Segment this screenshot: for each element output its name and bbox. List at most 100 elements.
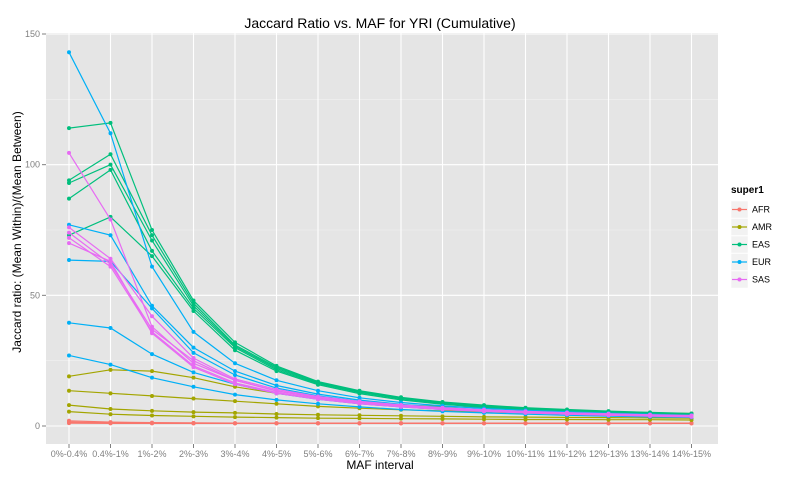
legend-title: super1 — [731, 185, 764, 196]
series-line-afr — [68, 420, 692, 424]
data-point — [67, 230, 71, 235]
x-tick-label: 11%-12% — [548, 449, 586, 459]
x-tick-label: 10%-11% — [506, 449, 544, 459]
data-point — [316, 397, 320, 402]
plot-panel — [46, 33, 718, 444]
data-point — [150, 233, 154, 238]
data-point — [150, 248, 154, 253]
series-line-eur — [68, 52, 692, 416]
x-tick-label: 0.4%-1% — [92, 449, 129, 459]
data-point — [399, 404, 403, 409]
data-point — [316, 401, 320, 406]
y-tick-label: 100 — [25, 160, 40, 170]
data-point — [357, 404, 362, 409]
data-point — [523, 410, 528, 415]
data-point — [316, 416, 320, 421]
data-point — [150, 228, 154, 232]
data-point — [67, 258, 71, 263]
data-point — [108, 326, 113, 330]
data-point — [274, 391, 279, 396]
data-point — [108, 131, 113, 136]
legend-item-sas: SAS — [730, 270, 770, 289]
data-point — [357, 401, 362, 406]
legend-label: AFR — [752, 205, 771, 215]
data-point — [191, 309, 196, 314]
data-point — [357, 421, 362, 426]
data-point — [191, 410, 196, 415]
data-point — [606, 413, 611, 418]
data-point — [233, 361, 237, 366]
data-point — [150, 375, 154, 380]
legend-item-eur: EUR — [730, 253, 772, 271]
x-tick-label: 8%-9% — [428, 449, 457, 459]
data-point — [274, 397, 279, 402]
data-point — [67, 353, 71, 358]
data-point — [565, 421, 569, 426]
data-point — [648, 417, 652, 422]
data-point — [523, 417, 528, 422]
data-point — [233, 399, 237, 404]
data-point — [191, 375, 196, 380]
legend-item-eas: EAS — [730, 235, 770, 254]
data-point — [648, 421, 652, 426]
data-point — [150, 238, 154, 243]
x-tick-label: 14%-15% — [672, 449, 711, 459]
legend-label: AMR — [752, 222, 773, 232]
data-point — [191, 358, 196, 363]
data-point — [108, 412, 113, 417]
y-axis-ticks: 0 50 100 150 — [25, 29, 46, 431]
data-point — [108, 167, 113, 172]
x-tick-label: 5%-6% — [303, 449, 332, 459]
data-point — [606, 417, 611, 422]
data-point — [233, 373, 237, 378]
series-group-eas — [67, 120, 694, 418]
data-point — [150, 352, 154, 357]
data-point — [108, 217, 113, 222]
series-line-sas — [68, 242, 692, 418]
legend-items: AFR AMR EAS EUR SAS — [730, 200, 773, 289]
data-point — [108, 162, 113, 167]
data-point — [150, 254, 154, 259]
series-line-amr — [68, 404, 692, 419]
data-point — [67, 409, 71, 414]
grid-lines — [46, 33, 718, 444]
series-group-afr — [67, 418, 694, 426]
data-point — [191, 370, 196, 375]
data-point — [357, 416, 362, 421]
data-point — [67, 50, 71, 55]
data-point — [67, 418, 71, 423]
data-point — [191, 420, 196, 425]
data-point — [191, 350, 196, 355]
data-point — [316, 421, 320, 426]
data-point — [233, 410, 237, 415]
legend: super1 AFR AMR EAS EUR SAS — [730, 185, 773, 289]
data-point — [108, 259, 113, 264]
data-point — [150, 331, 154, 336]
data-point — [150, 408, 154, 413]
data-point — [191, 414, 196, 419]
data-point — [108, 362, 113, 367]
data-point — [274, 401, 279, 406]
legend-key-point — [737, 277, 742, 282]
series-line-amr — [68, 411, 692, 421]
x-tick-label: 2%-3% — [179, 449, 208, 459]
data-point — [399, 421, 403, 426]
data-point — [233, 382, 237, 387]
x-axis-title: MAF interval — [346, 458, 413, 472]
data-point — [565, 412, 569, 417]
x-tick-label: 7%-8% — [386, 449, 415, 459]
data-point — [357, 391, 362, 396]
x-tick-label: 9%-10% — [467, 449, 501, 459]
legend-item-afr: AFR — [730, 200, 771, 219]
data-point — [108, 420, 113, 425]
data-point — [440, 421, 445, 426]
data-point — [191, 365, 196, 370]
data-point — [150, 314, 154, 319]
data-point — [191, 345, 196, 350]
data-point — [108, 367, 113, 372]
data-point — [606, 421, 611, 426]
legend-label: EUR — [752, 257, 772, 267]
data-point — [274, 421, 279, 426]
y-tick-label: 0 — [35, 421, 40, 431]
x-axis-ticks: 0%-0.4% 0.4%-1% 1%-2% 2%-3% 3%-4% 4%-5% 5%-6% 6… — [51, 444, 711, 459]
